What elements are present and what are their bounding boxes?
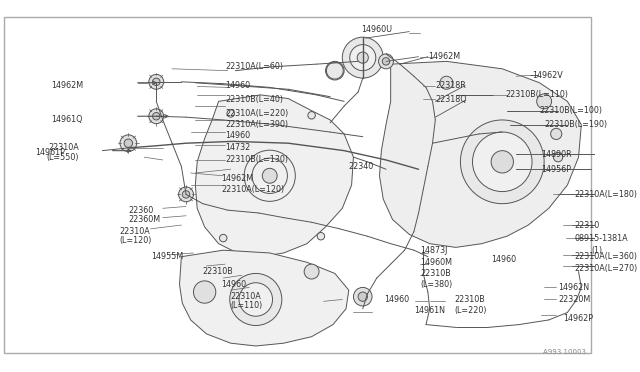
Text: 14960: 14960 xyxy=(225,81,250,90)
Text: 14962P: 14962P xyxy=(563,314,593,323)
Text: 22360: 22360 xyxy=(129,206,154,215)
Text: 22310B(L=190): 22310B(L=190) xyxy=(544,120,607,129)
Text: 22310A: 22310A xyxy=(119,227,150,236)
Text: 14960: 14960 xyxy=(384,295,409,304)
Text: 14962M: 14962M xyxy=(221,174,253,183)
Circle shape xyxy=(349,45,376,71)
Text: 22310B(L=100): 22310B(L=100) xyxy=(540,106,602,115)
Polygon shape xyxy=(179,250,349,346)
Text: 22310A(L=120): 22310A(L=120) xyxy=(221,185,285,194)
Text: A993 10003: A993 10003 xyxy=(543,349,586,355)
Circle shape xyxy=(220,234,227,242)
Text: 22310A(L=360): 22310A(L=360) xyxy=(575,252,638,261)
Text: 22310B: 22310B xyxy=(420,269,451,278)
Text: (L=110): (L=110) xyxy=(230,301,263,311)
Circle shape xyxy=(179,187,193,202)
Circle shape xyxy=(304,264,319,279)
Text: 08915-1381A: 08915-1381A xyxy=(575,234,628,243)
Circle shape xyxy=(358,292,367,301)
Text: 22310A: 22310A xyxy=(230,292,261,301)
Circle shape xyxy=(353,288,372,306)
Text: 14962M: 14962M xyxy=(51,81,83,90)
Text: 22310A(L=220): 22310A(L=220) xyxy=(225,109,289,118)
Circle shape xyxy=(152,78,160,86)
Text: 22318Q: 22318Q xyxy=(435,95,467,104)
Circle shape xyxy=(472,132,532,192)
Text: 14961P: 14961P xyxy=(35,148,65,157)
Text: (L=380): (L=380) xyxy=(420,280,452,289)
Circle shape xyxy=(554,153,563,162)
Polygon shape xyxy=(195,95,353,257)
Text: 22310A(L=60): 22310A(L=60) xyxy=(225,61,283,71)
Text: 14960M: 14960M xyxy=(420,258,452,267)
Text: 14890R: 14890R xyxy=(541,150,572,159)
Text: (1): (1) xyxy=(591,246,603,255)
Circle shape xyxy=(124,139,132,147)
Text: 14961Q: 14961Q xyxy=(51,115,83,125)
Text: 22310B(L=110): 22310B(L=110) xyxy=(505,90,568,99)
Circle shape xyxy=(149,74,164,89)
Text: (L=220): (L=220) xyxy=(454,306,486,315)
Text: 22360M: 22360M xyxy=(129,215,161,224)
Text: 22310A(L=180): 22310A(L=180) xyxy=(575,190,638,199)
Circle shape xyxy=(149,109,164,124)
Text: 22310B: 22310B xyxy=(454,295,484,304)
Circle shape xyxy=(182,191,189,198)
Circle shape xyxy=(317,232,324,240)
Circle shape xyxy=(382,58,390,65)
Circle shape xyxy=(537,94,552,109)
Text: 14960U: 14960U xyxy=(361,25,392,34)
Circle shape xyxy=(491,151,513,173)
Text: 22320M: 22320M xyxy=(558,295,590,304)
Circle shape xyxy=(152,112,160,120)
Circle shape xyxy=(230,273,282,326)
Circle shape xyxy=(440,76,453,89)
Circle shape xyxy=(550,128,562,140)
Text: 22310B(L=40): 22310B(L=40) xyxy=(225,95,283,104)
Text: 14960: 14960 xyxy=(491,255,516,264)
Circle shape xyxy=(342,37,383,78)
Text: 14956P: 14956P xyxy=(541,165,572,174)
Text: (L=120): (L=120) xyxy=(119,236,152,246)
Circle shape xyxy=(460,120,544,204)
Circle shape xyxy=(120,135,137,151)
Text: 14873J: 14873J xyxy=(420,246,448,255)
Circle shape xyxy=(227,110,234,117)
Circle shape xyxy=(239,283,273,316)
Text: 22310: 22310 xyxy=(575,221,600,230)
Text: 22310A: 22310A xyxy=(48,143,79,153)
Text: 14732: 14732 xyxy=(225,143,250,153)
Text: 14955M: 14955M xyxy=(150,252,183,261)
Circle shape xyxy=(379,54,394,69)
Polygon shape xyxy=(380,61,581,247)
Text: 22318R: 22318R xyxy=(435,81,466,90)
Circle shape xyxy=(308,112,316,119)
Text: 14962M: 14962M xyxy=(428,52,460,61)
Text: 22310B: 22310B xyxy=(203,267,234,276)
Text: 22310A(L=270): 22310A(L=270) xyxy=(575,264,638,273)
Text: 22310B(L=130): 22310B(L=130) xyxy=(225,155,288,164)
Text: 14960: 14960 xyxy=(225,131,250,140)
Text: 22340: 22340 xyxy=(349,162,374,171)
Circle shape xyxy=(357,52,369,63)
Text: 14962N: 14962N xyxy=(558,283,589,292)
Text: 14961N: 14961N xyxy=(414,306,445,315)
Text: 22310A(L=390): 22310A(L=390) xyxy=(225,120,288,129)
Circle shape xyxy=(326,61,344,80)
Text: 14962V: 14962V xyxy=(532,71,563,80)
Circle shape xyxy=(262,168,277,183)
Circle shape xyxy=(193,281,216,303)
Text: (L=550): (L=550) xyxy=(47,153,79,162)
Text: 14960: 14960 xyxy=(221,280,246,289)
